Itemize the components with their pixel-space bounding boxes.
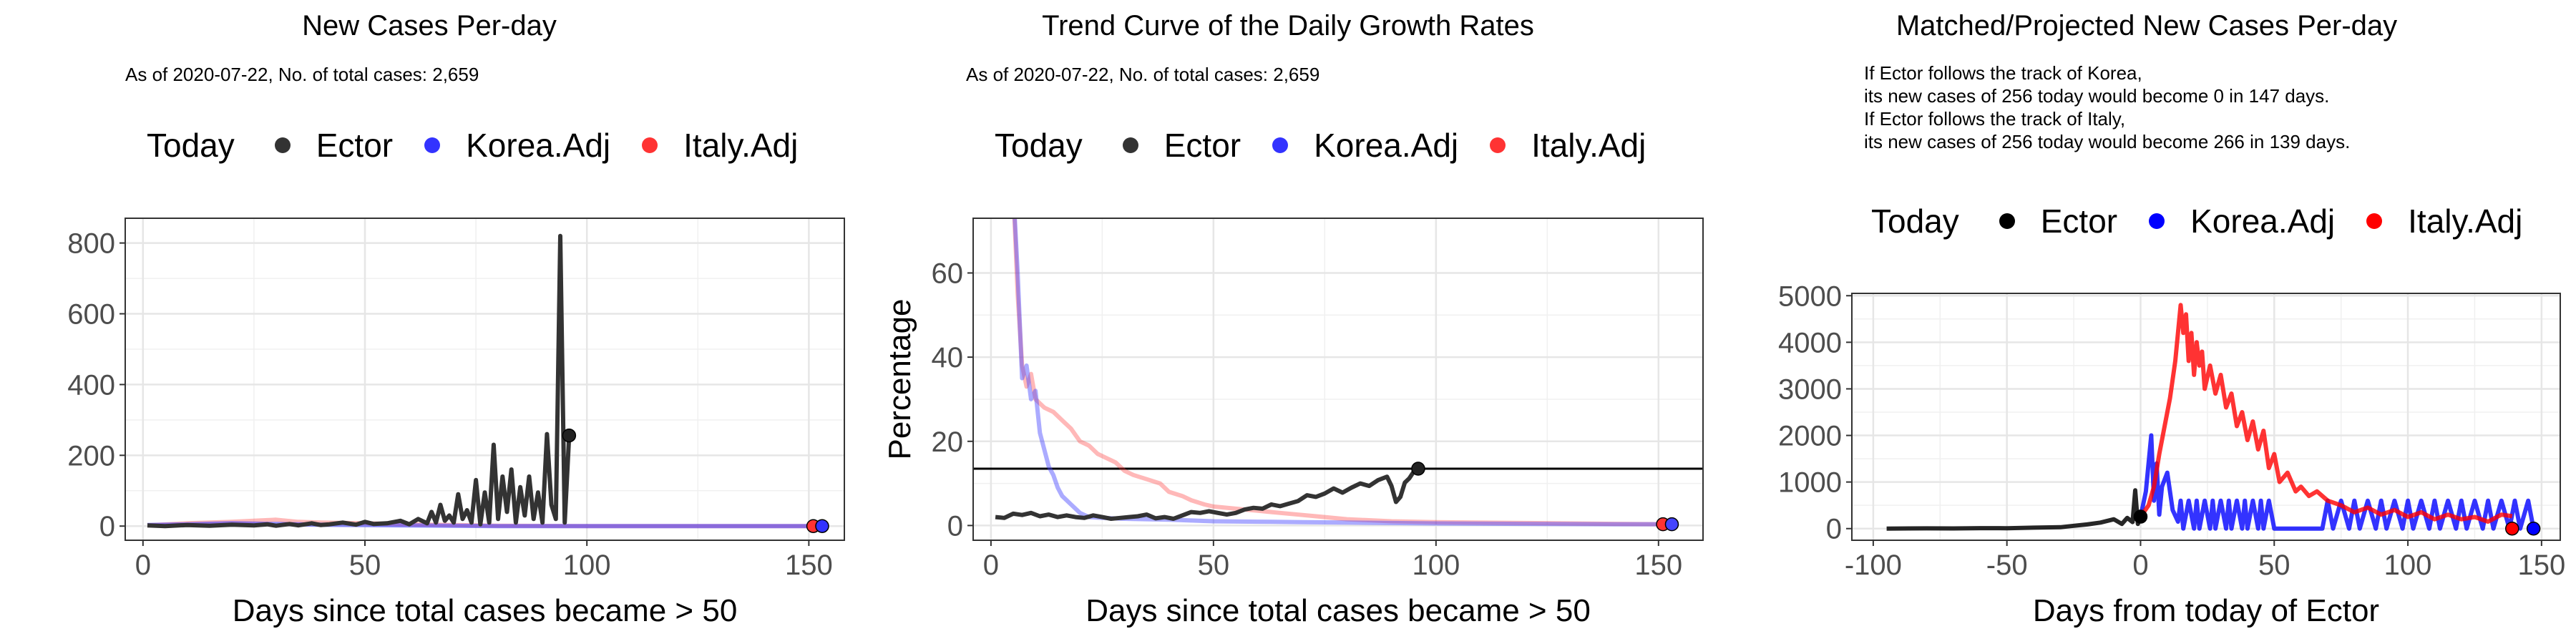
legend-label: Ector — [1163, 127, 1241, 164]
x-tick-label: 0 — [983, 550, 999, 581]
panel-projected-cases: Matched/Projected New Cases Per-day If E… — [1717, 0, 2576, 644]
x-tick-label: 150 — [2517, 550, 2565, 581]
y-axis-label: Percentage — [882, 298, 917, 459]
panel-growth-rates: Trend Curve of the Daily Growth Rates As… — [859, 0, 1717, 644]
legend-label: Korea.Adj — [1314, 127, 1459, 164]
today-point-italy-adj — [2505, 521, 2519, 536]
today-point-korea-adj — [815, 519, 829, 533]
legend-item-korea: Korea.Adj — [424, 126, 610, 165]
series-line-ector — [147, 233, 572, 529]
legend: Today Ector Korea.Adj Italy.Adj — [147, 126, 829, 165]
legend: Today Ector Korea.Adj Italy.Adj — [995, 126, 1677, 165]
legend-dot-icon — [424, 137, 441, 153]
legend-label: Korea.Adj — [2190, 203, 2336, 240]
x-tick-label: -100 — [1845, 550, 1902, 581]
legend-dot-icon — [1272, 137, 1289, 153]
today-point-ector — [2133, 509, 2148, 524]
chart-title: Matched/Projected New Cases Per-day — [1896, 10, 2398, 42]
legend-today-label: Today — [995, 127, 1083, 164]
chart-new-cases: 0 50 100 150 0 200 400 600 800 Days since total c… — [67, 218, 845, 628]
chart-projected-cases: -100 -50 0 50 100 150 0 1000 2000 3000 4000 5000 Day… — [1778, 280, 2565, 628]
y-tick-label: 1000 — [1778, 467, 1842, 499]
series-line-italy-adj — [1012, 218, 1664, 527]
x-axis-label: Days since total cases became > 50 — [233, 593, 738, 628]
legend-dot-icon — [1122, 137, 1138, 153]
legend-label: Italy.Adj — [1531, 127, 1646, 164]
x-tick-label: -50 — [1986, 550, 2028, 581]
chart-growth-rates: 0 50 100 150 0 20 40 60 Days since total cases b… — [882, 218, 1704, 628]
legend-dot-icon — [274, 137, 291, 153]
x-tick-label: 100 — [2384, 550, 2432, 581]
y-tick-label: 60 — [932, 258, 964, 289]
legend-dot-icon — [2149, 213, 2165, 229]
legend-dot-icon — [1999, 213, 2015, 229]
today-point-ector — [562, 428, 577, 443]
today-point-ector — [1411, 462, 1425, 476]
legend-label: Korea.Adj — [466, 127, 611, 164]
chart-title: Trend Curve of the Daily Growth Rates — [1042, 10, 1534, 42]
chart-subtitle: As of 2020-07-22, No. of total cases: 2,… — [125, 64, 479, 85]
legend: Today Ector Korea.Adj Italy.Adj — [1871, 202, 2554, 240]
y-tick-label: 40 — [932, 342, 964, 374]
series-line-korea-adj — [1013, 218, 1672, 527]
legend-today-label: Today — [147, 127, 235, 164]
legend-label: Ector — [2040, 203, 2118, 240]
legend-item-ector: Ector — [274, 126, 394, 165]
x-axis-label: Days from today of Ector — [2033, 593, 2379, 628]
y-tick-label: 5000 — [1778, 280, 1842, 312]
y-tick-label: 800 — [67, 228, 115, 260]
legend-dot-icon — [642, 137, 658, 153]
y-tick-label: 0 — [99, 511, 115, 542]
series-line-ector — [995, 467, 1420, 521]
legend-item-italy: Italy.Adj — [1490, 126, 1646, 165]
today-point-korea-adj — [2526, 521, 2541, 536]
y-tick-label: 400 — [67, 369, 115, 401]
x-tick-label: 100 — [563, 550, 611, 581]
x-tick-label: 100 — [1412, 550, 1460, 581]
plot-border — [1851, 293, 2561, 541]
y-tick-label: 0 — [947, 510, 963, 542]
x-tick-label: 150 — [785, 550, 833, 581]
x-tick-label: 50 — [1198, 550, 1230, 581]
legend-label: Italy.Adj — [2408, 203, 2523, 240]
x-tick-label: 150 — [1634, 550, 1682, 581]
series-line-ector — [1886, 488, 2143, 531]
x-tick-label: 0 — [2132, 550, 2148, 581]
x-tick-label: 0 — [135, 550, 151, 581]
legend-item-italy: Italy.Adj — [642, 126, 798, 165]
legend-dot-icon — [2366, 213, 2383, 229]
series-line-italy-adj — [2139, 303, 2513, 524]
y-tick-label: 2000 — [1778, 421, 1842, 452]
x-tick-label: 50 — [2258, 550, 2290, 581]
y-tick-label: 600 — [67, 299, 115, 331]
y-tick-label: 3000 — [1778, 374, 1842, 405]
legend-item-ector: Ector — [1999, 202, 2117, 240]
legend-dot-icon — [1490, 137, 1506, 153]
legend-item-korea: Korea.Adj — [2149, 202, 2335, 240]
legend-label: Italy.Adj — [683, 127, 799, 164]
x-axis-label: Days since total cases became > 50 — [1085, 593, 1591, 628]
plot-border — [972, 218, 1704, 541]
y-tick-label: 0 — [1826, 514, 1842, 545]
x-tick-label: 50 — [349, 550, 381, 581]
legend-today-label: Today — [1871, 203, 1959, 240]
chart-title: New Cases Per-day — [302, 10, 557, 42]
series-line-korea-adj — [2138, 433, 2536, 531]
y-tick-label: 20 — [932, 426, 964, 458]
plot-border — [125, 218, 845, 541]
y-tick-label: 4000 — [1778, 327, 1842, 358]
chart-subtitle: As of 2020-07-22, No. of total cases: 2,… — [966, 64, 1320, 85]
chart-subtitle: If Ector follows the track of Korea, its… — [1864, 62, 2351, 152]
legend-item-italy: Italy.Adj — [2366, 202, 2522, 240]
panel-new-cases: New Cases Per-day As of 2020-07-22, No. … — [0, 0, 859, 644]
legend-item-korea: Korea.Adj — [1272, 126, 1458, 165]
y-tick-label: 200 — [67, 440, 115, 472]
legend-label: Ector — [316, 127, 394, 164]
legend-item-ector: Ector — [1122, 126, 1241, 165]
today-point-korea-adj — [1664, 517, 1679, 532]
